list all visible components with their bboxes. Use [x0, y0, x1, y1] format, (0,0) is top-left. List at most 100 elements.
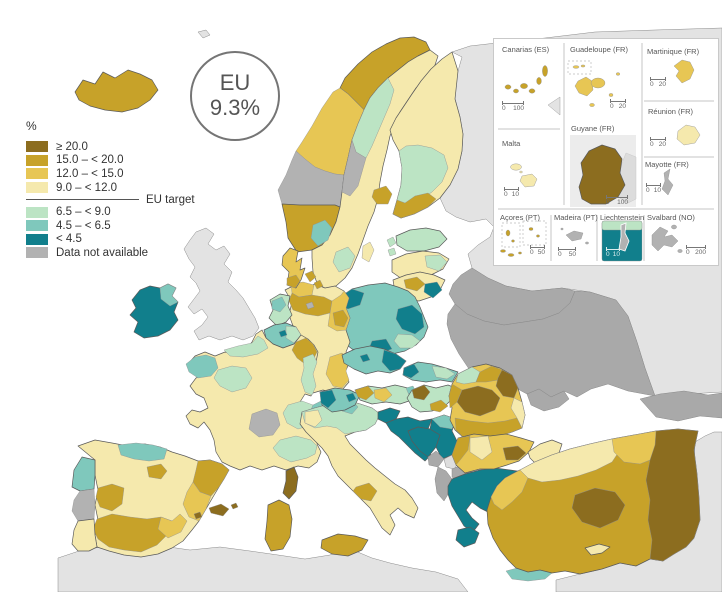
region-murcia	[157, 513, 188, 539]
inset-scale-guyane: 0 100	[606, 195, 628, 207]
inset-scale-madeira: 0 50	[558, 247, 576, 259]
region-sweden-south-teal	[310, 219, 333, 247]
legend-row: 12.0 – < 15.0	[26, 167, 195, 181]
inset-malta-islands	[510, 163, 538, 188]
inset-guyane-map	[570, 135, 637, 207]
inset-title-malta: Malta	[502, 139, 521, 148]
eu-target-label: EU target	[146, 193, 195, 206]
overseas-inset-panel: Canarias (ES) Guadeloupe (FR) Martinique…	[493, 38, 719, 266]
legend-label: ≥ 20.0	[56, 140, 88, 153]
inset-guadeloupe-islands	[567, 60, 620, 107]
legend-row: 15.0 – < 20.0	[26, 154, 195, 168]
inset-scale-mayotte: 0 10	[646, 183, 661, 195]
inset-liechtenstein-map	[601, 220, 643, 262]
inset-reunion-island	[676, 124, 701, 146]
region-poland-se	[393, 333, 421, 349]
inset-madeira-islands	[560, 227, 589, 245]
inset-title-liechtenstein: Liechtenstein	[600, 213, 645, 222]
legend-row: ≥ 20.0	[26, 140, 195, 154]
eu-badge-label: EU	[219, 70, 251, 96]
region-extremadura	[95, 483, 125, 512]
legend-label: 6.5 – < 9.0	[56, 206, 111, 219]
region-normandy	[223, 335, 269, 358]
inset-scale-liechtenstein: 0 10	[606, 247, 620, 259]
inset-scale-acores: 0 50	[530, 245, 545, 257]
region-estonia	[395, 227, 448, 252]
region-germany-east-gold	[332, 309, 349, 328]
eu-target-divider: EU target	[26, 193, 195, 206]
legend-row: 9.0 – < 12.0	[26, 181, 195, 195]
inset-title-guyane: Guyane (FR)	[571, 124, 615, 133]
region-ibiza	[193, 511, 203, 520]
region-piedmont	[304, 409, 323, 428]
inset-scale-canarias: 0 100	[502, 101, 524, 113]
legend-label: 12.0 – < 15.0	[56, 167, 124, 180]
region-brussels	[278, 329, 288, 338]
region-switzerland-west	[319, 389, 337, 409]
inset-svalbard-islands	[651, 224, 683, 253]
region-portugal-center	[71, 488, 96, 522]
legend-label: < 4.5	[56, 233, 82, 246]
region-cyprus	[584, 543, 611, 556]
legend-row: 4.5 – < 6.5	[26, 219, 195, 233]
inset-acores-islands	[500, 220, 547, 257]
legend-label: Data not available	[56, 246, 149, 259]
region-spain-north-teal	[117, 442, 168, 462]
region-portugal-north	[71, 456, 96, 492]
inset-canarias-islands	[504, 65, 561, 116]
inset-africa-corner	[547, 96, 561, 116]
eu-value-badge: EU 9.3%	[190, 51, 280, 141]
legend-swatch	[26, 168, 48, 180]
region-bulgaria-center	[469, 435, 493, 461]
region-limousin	[248, 408, 281, 438]
region-brittany	[185, 354, 219, 379]
legend-swatch	[26, 247, 48, 259]
inset-title-mayotte: Mayotte (FR)	[645, 160, 689, 169]
inset-dividers	[498, 43, 714, 261]
region-gotland	[361, 241, 375, 263]
inset-title-canarias: Canarias (ES)	[502, 45, 550, 54]
region-turkey-west-coast	[490, 469, 529, 511]
inset-scale-martinique: 0 20	[650, 77, 666, 89]
legend-swatch	[26, 141, 48, 153]
region-united-kingdom	[183, 227, 260, 341]
region-romania-center-brown	[456, 385, 501, 417]
inset-scale-malta: 0 10	[504, 187, 519, 199]
region-hungary-brown	[411, 384, 431, 401]
eu-target-line	[26, 199, 139, 201]
region-andalusia	[92, 513, 173, 553]
legend-swatch	[26, 220, 48, 232]
region-turkey-center-brown	[571, 487, 626, 529]
region-faroe	[197, 29, 211, 39]
legend-swatch	[26, 182, 48, 194]
inset-scale-guadeloupe: 0 20	[610, 99, 626, 111]
region-sweden-gray	[341, 139, 367, 197]
region-menorca	[230, 502, 239, 510]
region-corsica	[282, 466, 299, 500]
inset-title-acores: Açores (PT)	[500, 213, 541, 222]
region-sardinia	[264, 499, 293, 552]
region-sweden-south-green	[332, 246, 356, 273]
eu-badge-value: 9.3%	[209, 95, 261, 120]
region-bulgaria-se-brown	[502, 445, 527, 461]
inset-title-reunion: Réunion (FR)	[648, 107, 694, 116]
region-switzerland-east	[345, 392, 357, 403]
region-poland-east	[395, 304, 425, 335]
legend-unit-label: %	[26, 119, 37, 133]
region-iceland	[74, 69, 159, 113]
region-france-east	[300, 353, 318, 396]
region-mallorca	[208, 503, 230, 517]
region-prague	[359, 353, 371, 363]
region-netherlands-teal	[271, 296, 287, 313]
region-estonia-island	[386, 236, 397, 248]
region-caucasus	[639, 390, 722, 422]
inset-mayotte-island	[661, 168, 674, 196]
legend-swatch	[26, 233, 48, 245]
legend-swatch	[26, 154, 48, 166]
region-sicily	[320, 533, 369, 557]
inset-scale-svalbard: 0 200	[686, 245, 706, 257]
inset-martinique-island	[673, 59, 695, 84]
legend: % ≥ 20.0 15.0 – < 20.0 12.0 – < 15.0 9.0…	[26, 119, 195, 260]
region-romania-ne-brown	[495, 369, 519, 399]
